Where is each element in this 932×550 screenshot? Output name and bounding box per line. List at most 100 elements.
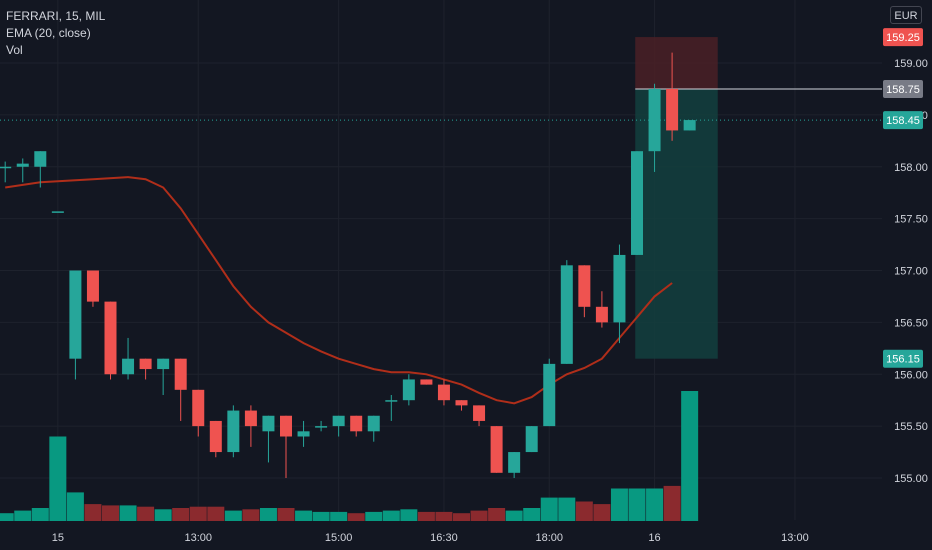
candle-body — [420, 379, 433, 385]
volume-bar — [207, 506, 225, 521]
candle-body — [192, 389, 205, 427]
time-tick-label: 18:00 — [535, 532, 563, 544]
volume-bar — [14, 510, 32, 521]
candle-body — [350, 415, 363, 432]
candle-body — [16, 163, 29, 167]
price-tick-label: 155.00 — [894, 473, 928, 485]
volume-bar — [242, 509, 260, 521]
candle-body — [227, 410, 240, 453]
volume-bar — [277, 508, 295, 521]
volume-bar — [470, 510, 488, 521]
volume-bar — [628, 488, 646, 521]
ema-line — [5, 176, 673, 405]
candle-body — [613, 254, 626, 323]
currency-button[interactable]: EUR — [890, 6, 922, 24]
price-axis: 159.00158.50158.00157.50157.00156.50156.… — [883, 28, 928, 485]
price-tick-label: 158.00 — [894, 162, 928, 174]
volume-bar — [540, 497, 558, 521]
candle-body — [437, 384, 450, 401]
price-tick-label: 155.50 — [894, 421, 928, 433]
price-tag-label: 158.45 — [886, 115, 920, 127]
candle-body — [297, 431, 310, 437]
chart-legend: FERRARI, 15, MIL EMA (20, close) Vol — [6, 8, 105, 59]
volume-bar — [0, 513, 14, 521]
volume-bar — [646, 488, 664, 521]
symbol-title[interactable]: FERRARI, 15, MIL — [6, 9, 106, 23]
time-tick-label: 13:00 — [781, 532, 809, 544]
candle-body — [104, 301, 117, 375]
candle-body — [209, 420, 222, 453]
time-axis: 15 13:00 15:00 16:30 18:00 16 13:00 — [52, 532, 809, 544]
volume-bar — [330, 511, 348, 521]
volume-bar — [259, 508, 277, 521]
price-tag — [883, 349, 923, 368]
candle-body — [315, 426, 328, 428]
price-tag-label: 156.15 — [886, 354, 920, 366]
time-tick-label: 15 — [52, 532, 64, 544]
candle-body — [525, 426, 538, 453]
volume-bar — [558, 497, 576, 521]
price-tag — [883, 79, 923, 98]
time-tick-label: 16 — [648, 532, 660, 544]
volume-bar — [172, 508, 190, 521]
volume-bar — [102, 505, 119, 521]
candle-body — [455, 400, 468, 406]
volume-bar — [347, 513, 365, 521]
candle-body — [280, 415, 292, 437]
volume-bar — [49, 436, 67, 521]
candle-body — [385, 400, 398, 402]
volume-bar — [295, 510, 313, 521]
candle-body — [69, 270, 82, 359]
ema-indicator-label[interactable]: EMA (20, close) — [6, 26, 91, 40]
price-tick-label: 156.00 — [894, 369, 928, 381]
price-tag — [883, 111, 923, 130]
volume-indicator-label[interactable]: Vol — [6, 43, 23, 57]
candle-body — [332, 415, 345, 427]
candles — [0, 52, 696, 478]
candle-body — [648, 88, 661, 152]
candle-body — [244, 410, 257, 427]
volume-bar — [488, 508, 506, 521]
volume-bar — [189, 506, 207, 521]
volume-bars — [0, 391, 699, 521]
candle-body — [122, 358, 135, 375]
candle-body — [473, 405, 486, 421]
time-tick-label: 16:30 — [430, 532, 458, 544]
grid — [0, 0, 882, 520]
candle-body — [367, 415, 380, 432]
volume-bar — [66, 492, 84, 521]
volume-bar — [610, 488, 628, 521]
candle-body — [0, 166, 12, 169]
time-tick-label: 13:00 — [184, 532, 212, 544]
candle-body — [543, 363, 556, 427]
price-tick-label: 157.50 — [894, 214, 928, 226]
candle-body — [666, 88, 679, 131]
candle-body — [157, 358, 170, 370]
candle-body — [51, 211, 64, 213]
candle-body — [490, 426, 503, 473]
candle-body — [578, 265, 591, 307]
candle-body — [508, 452, 521, 473]
volume-bar — [505, 510, 523, 521]
candle-body — [595, 306, 608, 323]
volume-bar — [575, 501, 593, 521]
price-tick-label: 156.50 — [894, 317, 928, 329]
candle-body — [262, 415, 275, 432]
time-tick-label: 15:00 — [325, 532, 353, 544]
candle-body — [683, 120, 696, 131]
candle-body — [86, 270, 99, 302]
candle-body — [174, 358, 187, 390]
volume-bar — [84, 504, 102, 521]
volume-bar — [365, 511, 383, 521]
price-tag-label: 158.75 — [886, 84, 920, 96]
volume-bar — [154, 509, 172, 521]
volume-bar — [400, 509, 418, 521]
price-tag — [883, 28, 923, 47]
volume-bar — [523, 508, 541, 521]
volume-bar — [663, 485, 681, 521]
volume-bar — [224, 510, 242, 521]
volume-bar — [119, 505, 137, 521]
volume-bar — [137, 506, 155, 521]
price-tick-label: 157.00 — [894, 266, 928, 278]
